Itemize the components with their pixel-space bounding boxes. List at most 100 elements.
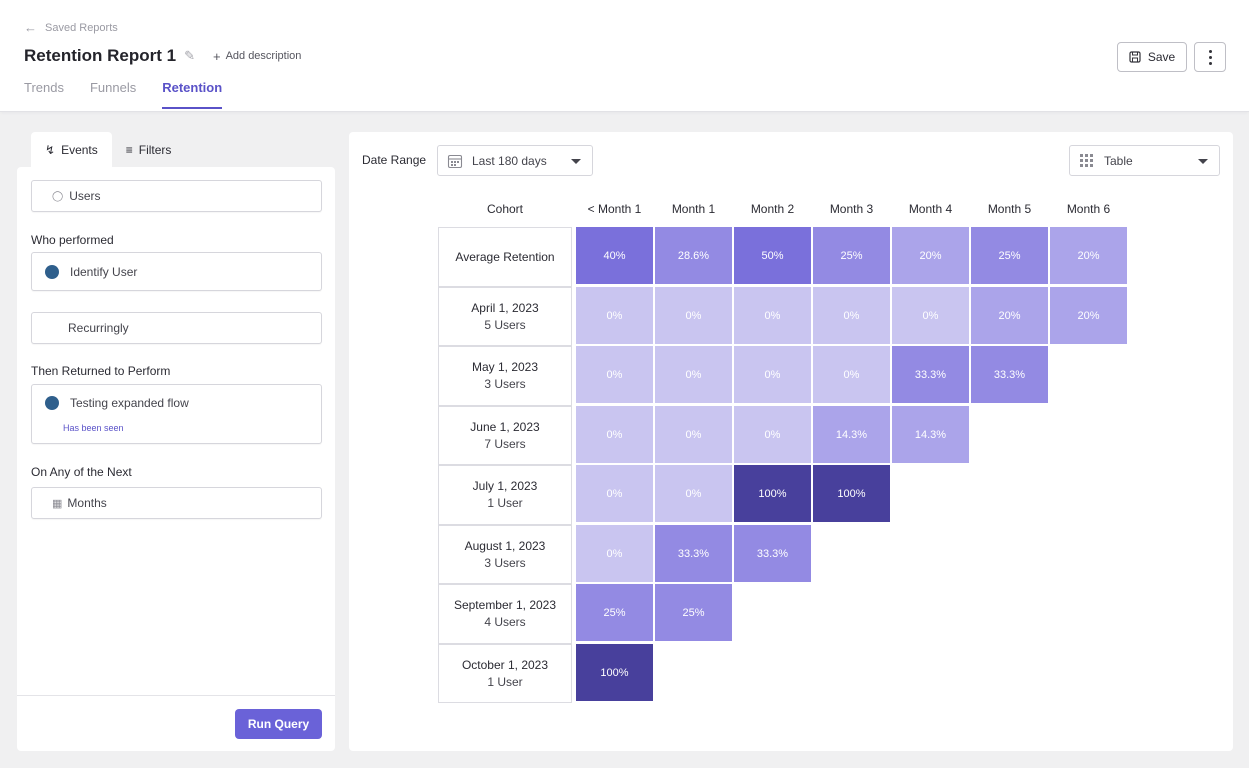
retention-cell[interactable]: 0%: [576, 465, 653, 522]
retention-cell[interactable]: 33.3%: [655, 525, 732, 582]
floppy-disk-icon: [1129, 51, 1141, 63]
cohort-label: September 1, 2023: [453, 598, 557, 612]
date-range-select[interactable]: Last 180 days: [437, 145, 593, 176]
frequency-select[interactable]: Recurringly: [31, 312, 322, 344]
tab-trends[interactable]: Trends: [24, 80, 64, 95]
retention-cell[interactable]: 0%: [655, 406, 732, 463]
save-button[interactable]: Save: [1117, 42, 1187, 72]
retention-cell[interactable]: 100%: [813, 465, 890, 522]
cohort-label: October 1, 2023: [461, 657, 549, 672]
tab-filters[interactable]: ≡ Filters: [112, 132, 186, 168]
cohort-label: July 1, 2023: [472, 479, 538, 493]
frequency-value: Recurringly: [68, 321, 129, 335]
tab-funnels[interactable]: Funnels: [89, 80, 137, 95]
tab-events[interactable]: ↯ Events: [31, 132, 112, 168]
retention-cell[interactable]: 100%: [734, 465, 811, 522]
more-options-button[interactable]: [1194, 42, 1226, 72]
retention-cell[interactable]: 0%: [576, 346, 653, 403]
add-description-label: Add description: [225, 50, 302, 62]
bolt-icon: ↯: [45, 143, 56, 157]
retention-cell[interactable]: 0%: [734, 287, 811, 344]
cohort-cell: October 1, 2023 1 User: [438, 644, 572, 703]
kebab-menu-icon: [1208, 49, 1212, 65]
retention-cell[interactable]: 28.6%: [655, 227, 732, 284]
calendar-icon: [447, 154, 463, 168]
cohort-cell: June 1, 2023 7 Users: [438, 406, 572, 465]
column-header-month: Month 3: [829, 202, 874, 216]
entity-value: Users: [69, 189, 101, 203]
cohort-cell: September 1, 2023 4 Users: [438, 584, 572, 644]
cohort-users: 1 User: [487, 496, 523, 510]
returned-event[interactable]: Testing expanded flow Has been seen: [31, 384, 322, 444]
retention-cell[interactable]: 25%: [655, 584, 732, 641]
run-query-button[interactable]: Run Query: [235, 709, 322, 739]
retention-cell[interactable]: 0%: [892, 287, 969, 344]
report-tabs: Trends Funnels Retention: [24, 80, 223, 109]
cohort-users: 5 Users: [484, 317, 526, 332]
cohort-users: 7 Users: [484, 436, 526, 451]
cohort-users: 3 Users: [484, 555, 526, 570]
retention-cell[interactable]: 100%: [576, 644, 653, 701]
page-title[interactable]: Retention Report 1: [24, 46, 177, 65]
title-row: Retention Report 1 ✎ + Add description: [24, 46, 301, 66]
caret-down-icon: [571, 159, 581, 164]
who-performed-event[interactable]: Identify User: [31, 252, 322, 291]
add-description-button[interactable]: + Add description: [213, 49, 301, 64]
calendar-icon: ▦: [52, 497, 63, 510]
retention-cell[interactable]: 33.3%: [892, 346, 969, 403]
retention-cell[interactable]: 0%: [576, 525, 653, 582]
returned-event-value: Testing expanded flow: [70, 396, 189, 410]
retention-cell[interactable]: 0%: [655, 346, 732, 403]
plus-icon: +: [212, 48, 221, 64]
tab-retention[interactable]: Retention: [162, 80, 223, 109]
retention-cell[interactable]: 20%: [1050, 227, 1127, 284]
retention-cell[interactable]: 14.3%: [813, 406, 890, 463]
retention-cell[interactable]: 20%: [971, 287, 1048, 344]
retention-cell[interactable]: 0%: [655, 287, 732, 344]
retention-cell[interactable]: 40%: [576, 227, 653, 284]
cohort-users: 1 User: [487, 674, 523, 689]
retention-cell[interactable]: 20%: [892, 227, 969, 284]
retention-cell[interactable]: 25%: [971, 227, 1048, 284]
returned-event-hint: Has been seen: [63, 423, 124, 433]
cohort-users: 3 Users: [484, 377, 526, 391]
pencil-icon[interactable]: ✎: [184, 48, 195, 63]
column-header-month: Month 2: [750, 202, 795, 216]
retention-cell[interactable]: 0%: [655, 465, 732, 522]
caret-down-icon: [1198, 159, 1208, 164]
user-icon: ◯: [52, 190, 64, 202]
period-value: Months: [67, 496, 107, 510]
retention-cell[interactable]: 14.3%: [892, 406, 969, 463]
panel-divider: [17, 695, 335, 696]
query-tabs: ↯ Events ≡ Filters: [31, 132, 185, 168]
cohort-label: May 1, 2023: [471, 360, 539, 374]
tab-events-label: Events: [61, 143, 98, 157]
period-select[interactable]: ▦ Months: [31, 487, 322, 519]
column-header-month: Month 5: [987, 202, 1032, 216]
retention-cell[interactable]: 0%: [813, 287, 890, 344]
retention-cell[interactable]: 0%: [576, 287, 653, 344]
column-header-month: Month 1: [671, 202, 716, 216]
retention-cell[interactable]: 50%: [734, 227, 811, 284]
entity-select[interactable]: ◯ Users: [31, 180, 322, 212]
retention-cell[interactable]: 0%: [576, 406, 653, 463]
cohort-cell: May 1, 2023 3 Users: [438, 346, 572, 406]
then-returned-label: Then Returned to Perform: [31, 364, 171, 378]
tab-filters-label: Filters: [138, 143, 172, 157]
view-type-select[interactable]: Table: [1069, 145, 1220, 176]
retention-cell[interactable]: 0%: [813, 346, 890, 403]
date-range-label: Date Range: [362, 153, 427, 167]
retention-cell[interactable]: 0%: [734, 346, 811, 403]
retention-cell[interactable]: 0%: [734, 406, 811, 463]
who-performed-label: Who performed: [31, 233, 114, 247]
cohort-label: April 1, 2023: [471, 300, 539, 315]
arrow-left-icon: ←: [24, 20, 37, 35]
retention-cell[interactable]: 33.3%: [971, 346, 1048, 403]
back-link[interactable]: ← Saved Reports: [24, 20, 118, 35]
retention-cell[interactable]: 25%: [813, 227, 890, 284]
retention-cell[interactable]: 25%: [576, 584, 653, 641]
average-retention-cell: Average Retention: [438, 227, 572, 287]
cohort-cell: August 1, 2023 3 Users: [438, 525, 572, 584]
retention-cell[interactable]: 33.3%: [734, 525, 811, 582]
retention-cell[interactable]: 20%: [1050, 287, 1127, 344]
